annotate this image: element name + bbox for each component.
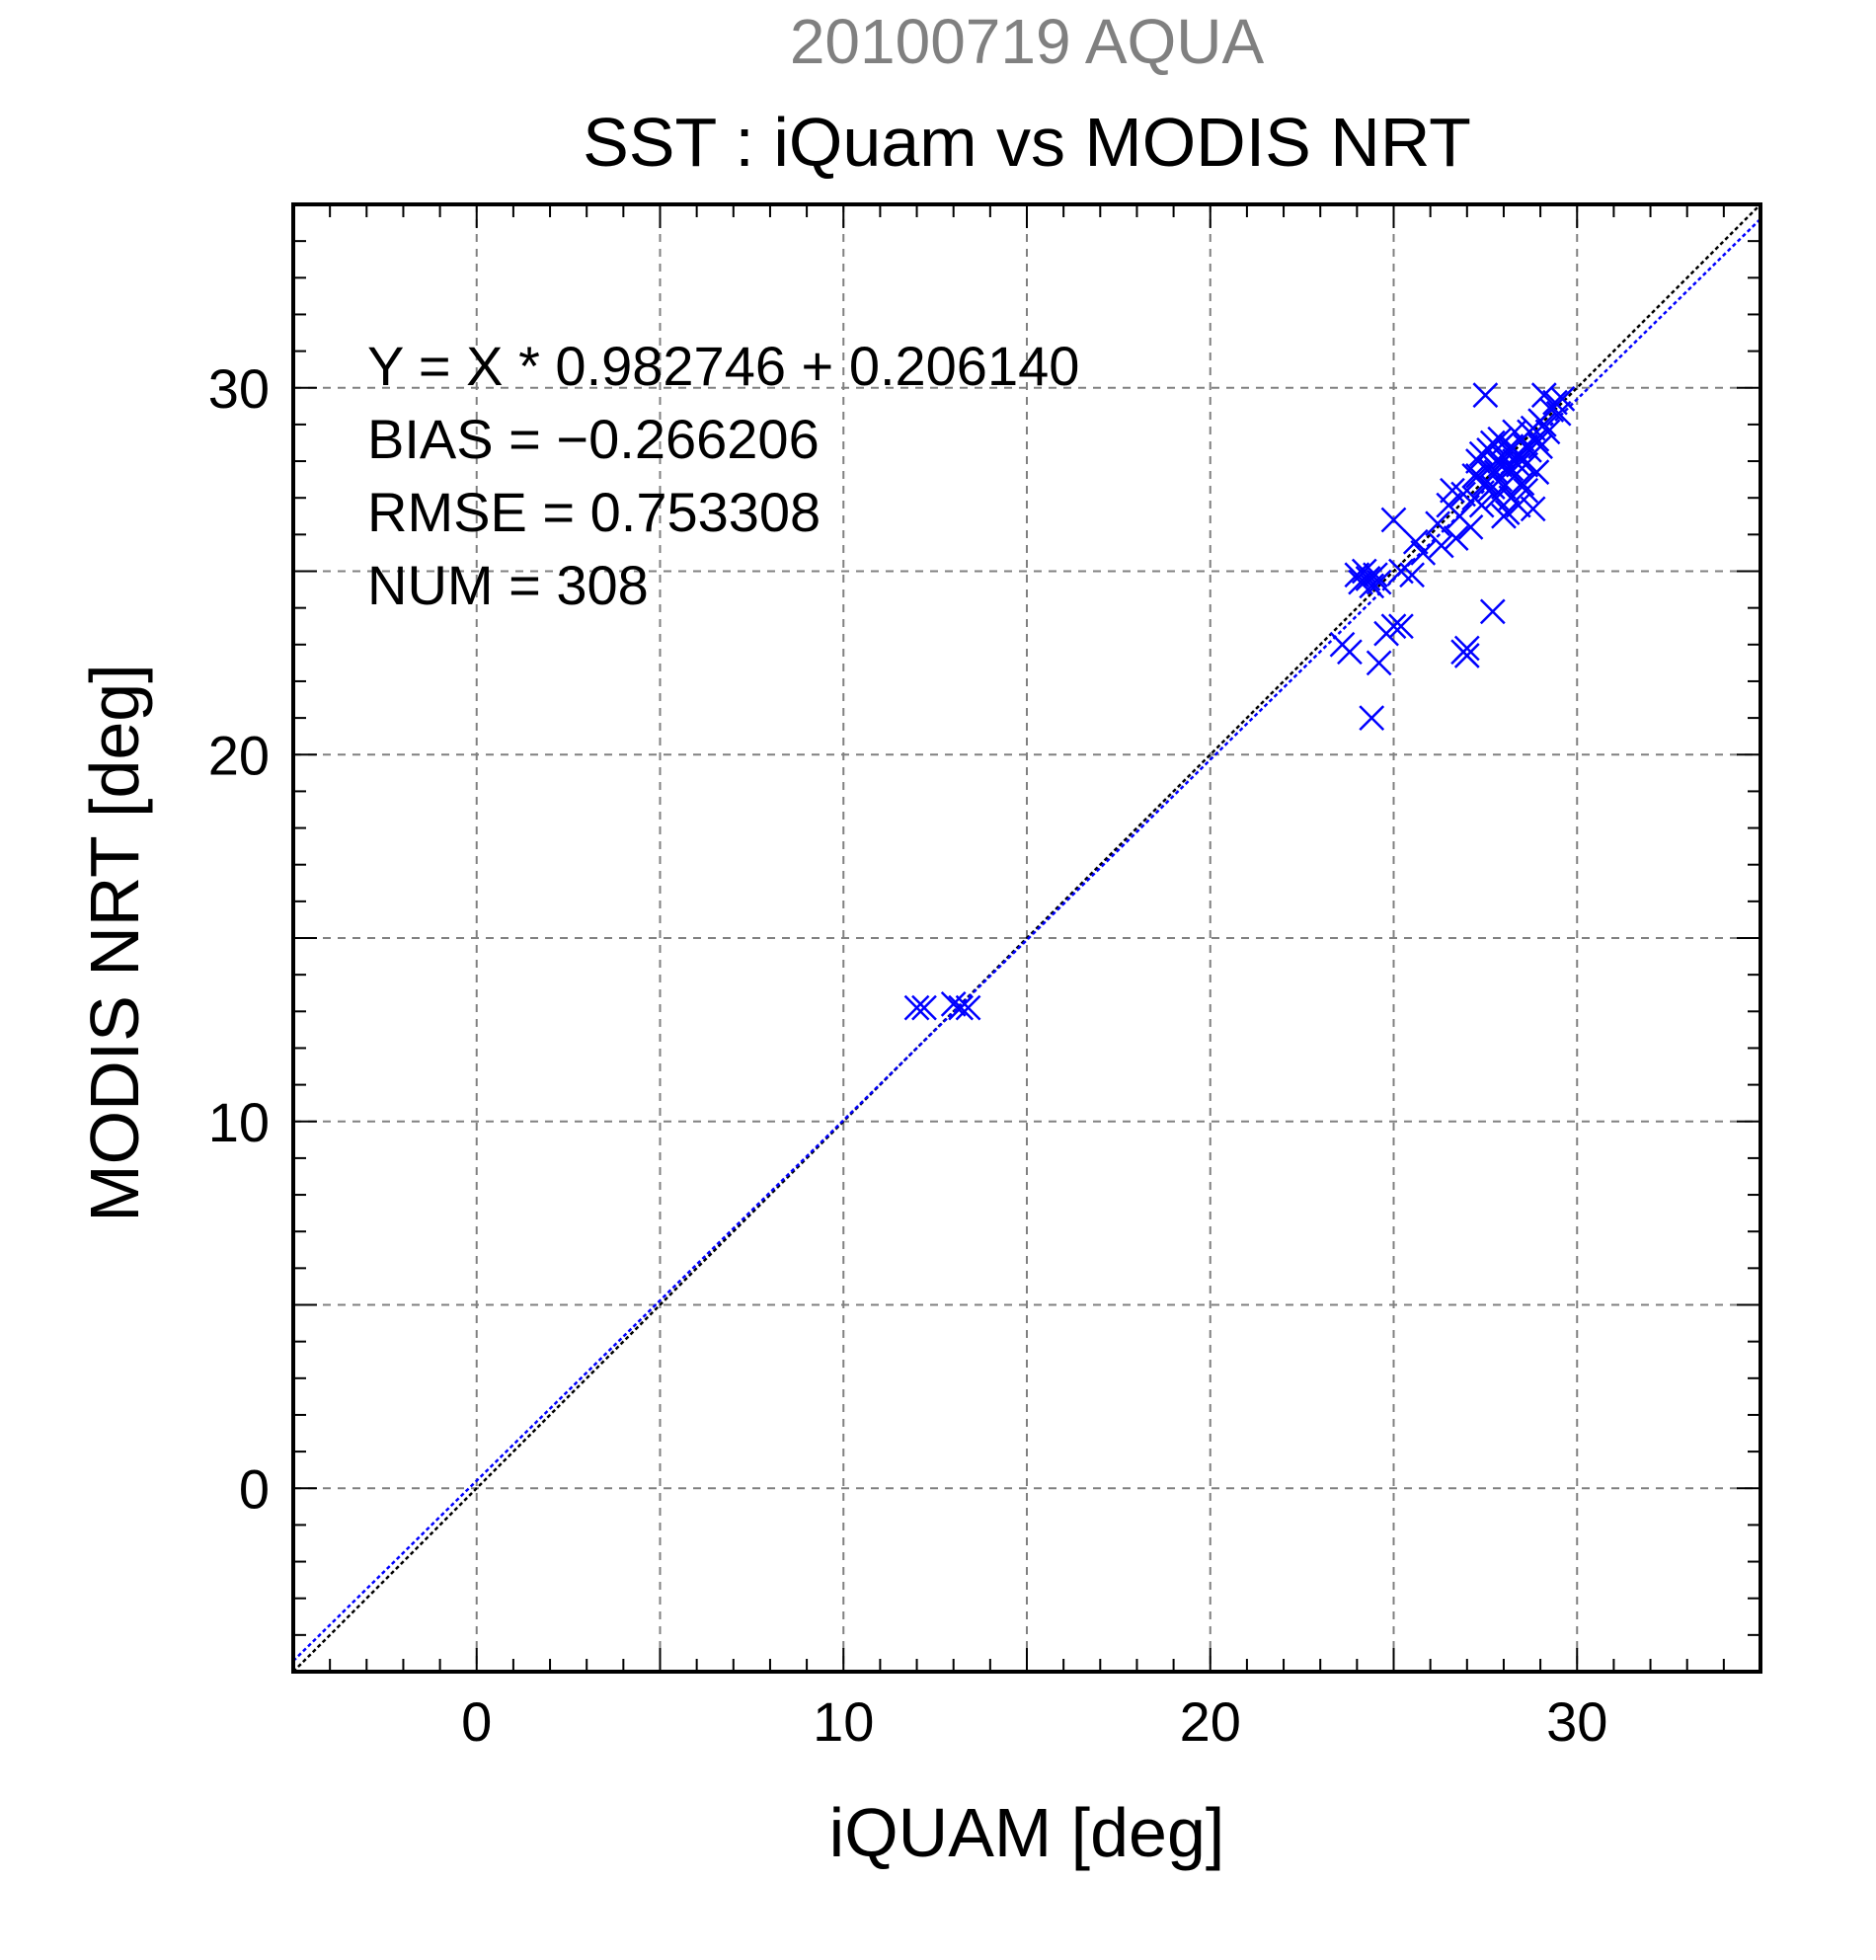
data-point	[1468, 492, 1495, 518]
data-point	[1476, 437, 1502, 463]
data-point	[1517, 419, 1542, 445]
data-point	[1443, 525, 1469, 551]
y-tick-label: 0	[239, 1457, 270, 1520]
data-point	[1366, 569, 1392, 595]
data-point	[1380, 613, 1407, 640]
data-point	[940, 990, 967, 1017]
data-point	[1483, 459, 1510, 486]
x-tick-label: 30	[1546, 1690, 1607, 1753]
data-point	[911, 994, 937, 1021]
data-point	[1425, 510, 1450, 537]
plot-area: 0 10 20 30 0 10 20 30 Y = X * 0.982746 + 0.20614…	[208, 202, 1762, 1753]
data-point	[1513, 477, 1539, 504]
data-point	[1509, 444, 1535, 471]
data-point	[1366, 650, 1392, 676]
chart-supertitle: 20100719 AQUA	[790, 6, 1265, 77]
data-point	[1450, 481, 1476, 508]
data-point	[1502, 448, 1527, 474]
data-point	[1545, 400, 1572, 427]
y-axis-label: MODIS NRT [deg]	[76, 664, 153, 1221]
data-point	[1461, 463, 1488, 489]
data-point	[1410, 540, 1437, 566]
data-point	[1457, 514, 1484, 540]
data-point	[903, 994, 930, 1021]
one-to-one-line	[293, 204, 1760, 1672]
x-tick-label: 10	[813, 1690, 874, 1753]
data-point	[1428, 532, 1454, 559]
data-point	[1487, 451, 1514, 478]
data-point	[1520, 496, 1546, 522]
data-point	[955, 994, 981, 1021]
data-point	[1363, 562, 1388, 588]
data-point	[1359, 705, 1385, 731]
data-point	[1491, 430, 1517, 456]
y-tick-label: 20	[208, 724, 270, 786]
data-point	[1534, 419, 1561, 445]
chart-title: SST : iQuam vs MODIS NRT	[583, 104, 1471, 181]
y-tick-label: 30	[208, 357, 270, 420]
data-point	[1402, 528, 1429, 555]
y-tick-label: 10	[208, 1091, 270, 1153]
x-axis-label: iQUAM [deg]	[829, 1794, 1225, 1871]
data-point	[1491, 503, 1517, 529]
stats-annotation: NUM = 308	[367, 554, 649, 616]
x-tick-label: 0	[461, 1690, 492, 1753]
data-point	[1399, 562, 1425, 588]
data-point	[948, 994, 975, 1021]
data-point	[1453, 643, 1480, 668]
stats-annotation: RMSE = 0.753308	[367, 481, 821, 543]
data-point	[1337, 639, 1363, 666]
data-point	[1388, 613, 1414, 640]
data-point	[1472, 382, 1499, 409]
stats-annotation: Y = X * 0.982746 + 0.206140	[367, 335, 1079, 397]
x-tick-label: 20	[1180, 1690, 1241, 1753]
data-point	[1509, 470, 1535, 497]
data-point	[1380, 507, 1407, 533]
data-point	[1479, 474, 1506, 500]
stats-annotation: BIAS = −0.266206	[367, 408, 820, 470]
data-point	[1453, 635, 1480, 662]
data-point	[1494, 437, 1521, 463]
plot-frame	[291, 202, 1762, 1674]
data-point	[1479, 598, 1506, 625]
data-point	[1549, 386, 1576, 412]
data-point	[1505, 492, 1531, 518]
